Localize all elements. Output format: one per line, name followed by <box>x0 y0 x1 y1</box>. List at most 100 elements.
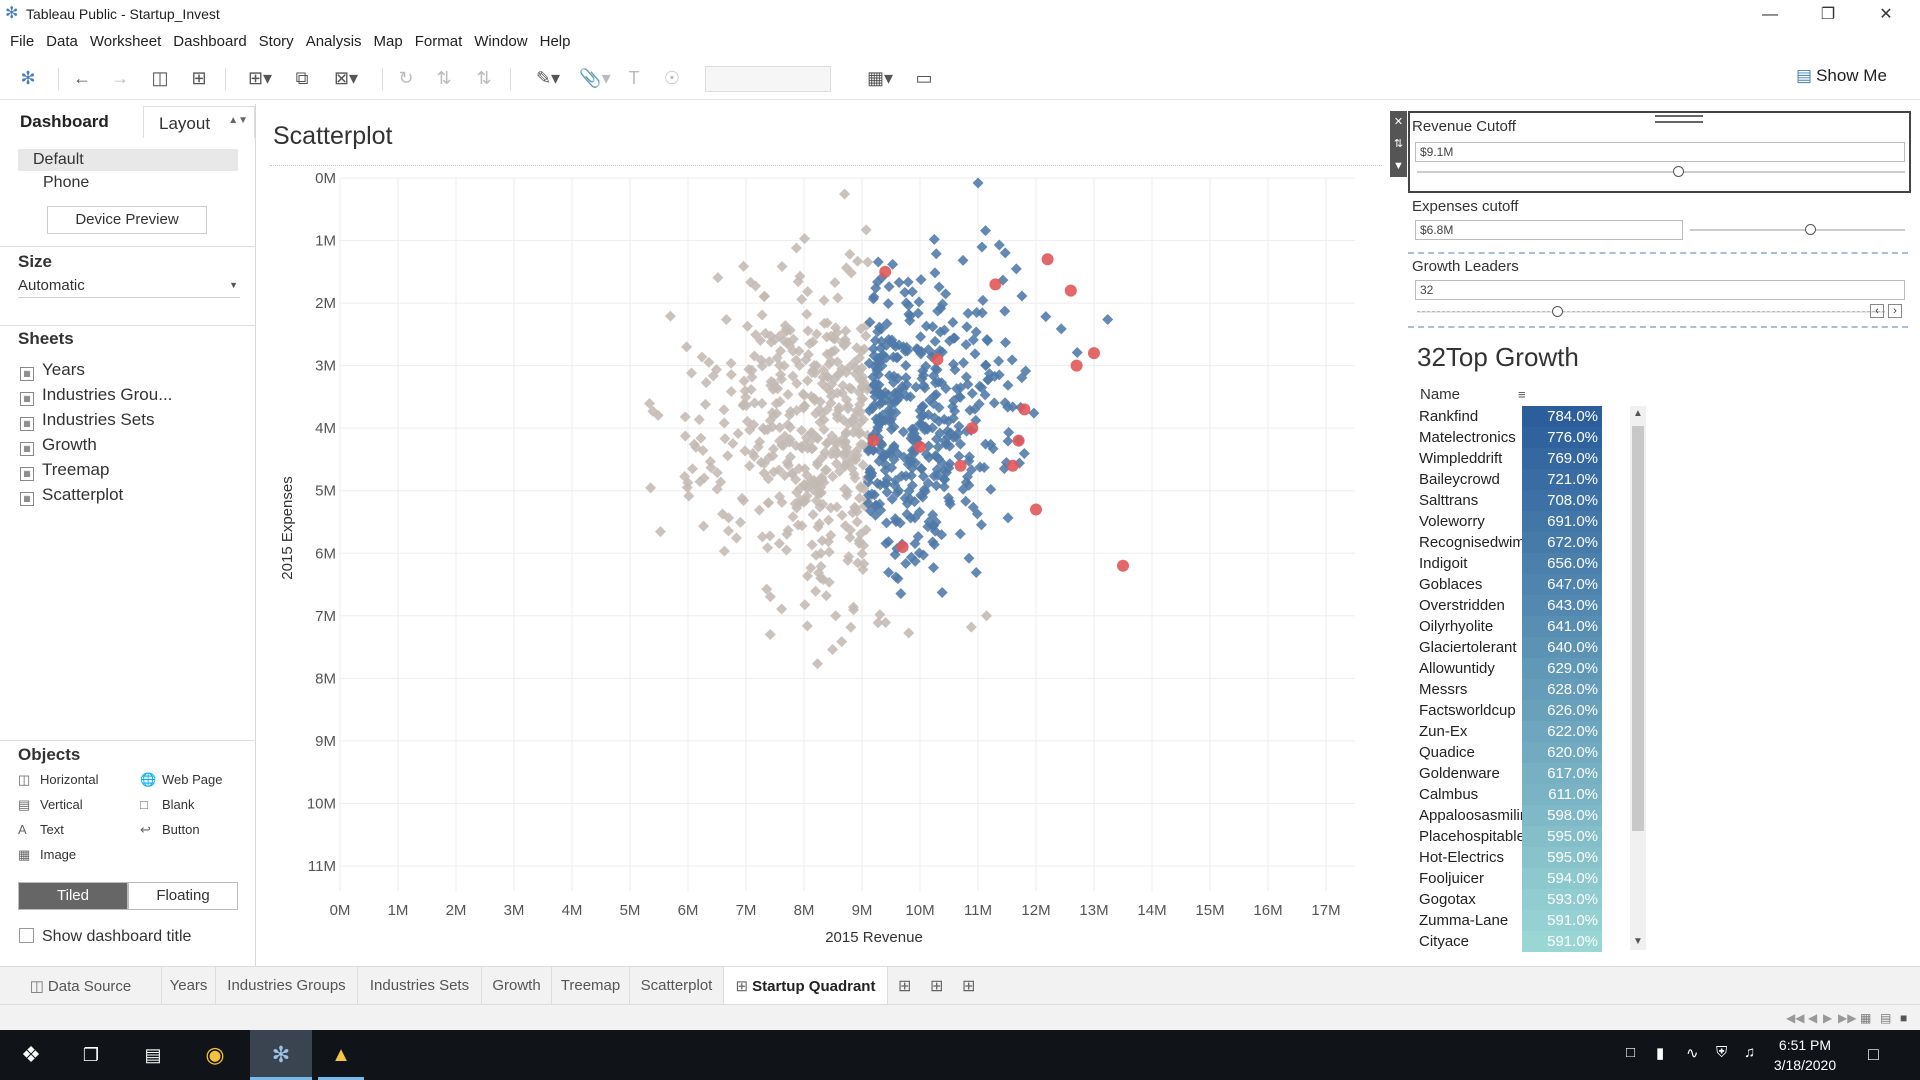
startup-point-below[interactable] <box>823 514 835 526</box>
startup-point-below[interactable] <box>791 404 803 416</box>
startup-point-below[interactable] <box>872 617 884 629</box>
startup-point-below[interactable] <box>744 460 756 472</box>
startup-point-below[interactable] <box>767 450 779 462</box>
startup-point-above[interactable] <box>867 444 879 456</box>
startup-point-above[interactable] <box>957 254 969 266</box>
startup-point-above[interactable] <box>1002 435 1014 447</box>
startup-point-below[interactable] <box>825 390 837 402</box>
startup-point-below[interactable] <box>698 520 710 532</box>
startup-point-above[interactable] <box>999 337 1011 349</box>
startup-point-below[interactable] <box>741 320 753 332</box>
growth-leader-point[interactable] <box>867 434 880 447</box>
startup-point-above[interactable] <box>979 389 991 401</box>
startup-point-below[interactable] <box>839 459 851 471</box>
startup-point-below[interactable] <box>816 378 828 390</box>
tab-dashboard[interactable]: Dashboard <box>20 112 109 131</box>
startup-point-below[interactable] <box>818 294 830 306</box>
growth-leaders-slider-thumb[interactable] <box>1552 306 1563 317</box>
table-row[interactable]: Overstridden 643.0% <box>1414 595 1630 616</box>
startup-point-above[interactable] <box>973 398 985 410</box>
startup-point-below[interactable] <box>806 539 818 551</box>
startup-point-above[interactable] <box>919 382 931 394</box>
startup-point-above[interactable] <box>962 307 974 319</box>
startup-point-above[interactable] <box>947 316 959 328</box>
startup-point-below[interactable] <box>722 450 734 462</box>
startup-point-above[interactable] <box>940 382 952 394</box>
revenue-slider-thumb[interactable] <box>1673 166 1684 177</box>
startup-point-above[interactable] <box>881 517 893 529</box>
growth-leader-point[interactable] <box>1012 434 1025 447</box>
table-row[interactable]: Rankfind 784.0% <box>1414 406 1630 427</box>
startup-point-below[interactable] <box>839 441 851 453</box>
startup-point-below[interactable] <box>853 492 865 504</box>
startup-point-below[interactable] <box>757 422 769 434</box>
startup-point-above[interactable] <box>934 427 946 439</box>
startup-point-below[interactable] <box>829 277 841 289</box>
startup-point-above[interactable] <box>887 258 899 270</box>
startup-point-below[interactable] <box>760 327 772 339</box>
startup-point-above[interactable] <box>1040 311 1052 323</box>
pin-icon[interactable]: ☉ <box>663 68 681 88</box>
startup-point-above[interactable] <box>923 516 935 528</box>
startup-point-below[interactable] <box>778 360 790 372</box>
table-row[interactable]: Messrs 628.0% <box>1414 679 1630 700</box>
startup-point-below[interactable] <box>722 525 734 537</box>
growth-leader-point[interactable] <box>1088 347 1100 360</box>
startup-point-above[interactable] <box>953 450 965 462</box>
startup-point-below[interactable] <box>711 483 723 495</box>
startup-point-below[interactable] <box>852 255 864 267</box>
startup-point-below[interactable] <box>805 562 817 574</box>
startup-point-below[interactable] <box>758 457 770 469</box>
startup-point-above[interactable] <box>903 452 915 464</box>
startup-point-below[interactable] <box>830 458 842 470</box>
startup-point-above[interactable] <box>955 382 967 394</box>
redo-icon[interactable]: → <box>111 68 129 88</box>
startup-point-below[interactable] <box>856 362 868 374</box>
startup-point-below[interactable] <box>814 501 826 513</box>
startup-point-below[interactable] <box>849 472 861 484</box>
startup-point-above[interactable] <box>885 423 897 435</box>
startup-point-above[interactable] <box>883 536 895 548</box>
startup-point-above[interactable] <box>930 516 942 528</box>
object-image[interactable]: ▦ Image <box>18 847 76 863</box>
startup-point-above[interactable] <box>997 274 1009 286</box>
startup-point-below[interactable] <box>801 570 813 582</box>
tab-industries-sets[interactable]: Industries Sets <box>358 967 482 1005</box>
startup-point-above[interactable] <box>969 348 981 360</box>
startup-point-above[interactable] <box>932 469 944 481</box>
startup-point-below[interactable] <box>849 368 861 380</box>
chevron-right-icon[interactable]: › <box>1888 304 1902 318</box>
save-icon[interactable]: ◫ <box>151 68 169 88</box>
startup-point-above[interactable] <box>863 489 875 501</box>
sheet-item-treemap[interactable]: ▦ Treemap <box>20 460 109 482</box>
startup-point-below[interactable] <box>823 546 835 558</box>
fit-dropdown[interactable] <box>705 66 831 92</box>
windows-start-icon[interactable]: ❖ <box>21 1042 41 1067</box>
startup-point-above[interactable] <box>1071 347 1083 359</box>
startup-point-below[interactable] <box>715 476 727 488</box>
startup-point-below[interactable] <box>822 437 834 449</box>
startup-point-below[interactable] <box>857 563 869 575</box>
table-row[interactable]: Glaciertolerant 640.0% <box>1414 637 1630 658</box>
startup-point-above[interactable] <box>910 381 922 393</box>
startup-point-below[interactable] <box>645 482 657 494</box>
startup-point-above[interactable] <box>906 423 918 435</box>
startup-point-below[interactable] <box>771 407 783 419</box>
startup-point-below[interactable] <box>829 345 841 357</box>
startup-point-below[interactable] <box>821 464 833 476</box>
sort-descending-icon[interactable]: ⇅ <box>476 68 492 88</box>
table-row[interactable]: Cityace 591.0% <box>1414 931 1630 952</box>
startup-point-above[interactable] <box>940 288 952 300</box>
startup-point-below[interactable] <box>712 272 724 284</box>
startup-point-below[interactable] <box>699 398 711 410</box>
startup-point-below[interactable] <box>981 610 993 622</box>
startup-point-above[interactable] <box>949 405 961 417</box>
startup-point-below[interactable] <box>718 417 730 429</box>
startup-point-above[interactable] <box>936 587 948 599</box>
startup-point-below[interactable] <box>839 188 851 200</box>
sheet-sorter-icon[interactable]: ▦ <box>1860 1011 1872 1025</box>
startup-point-below[interactable] <box>773 464 785 476</box>
startup-point-below[interactable] <box>821 348 833 360</box>
startup-point-above[interactable] <box>927 321 939 333</box>
startup-point-below[interactable] <box>808 359 820 371</box>
